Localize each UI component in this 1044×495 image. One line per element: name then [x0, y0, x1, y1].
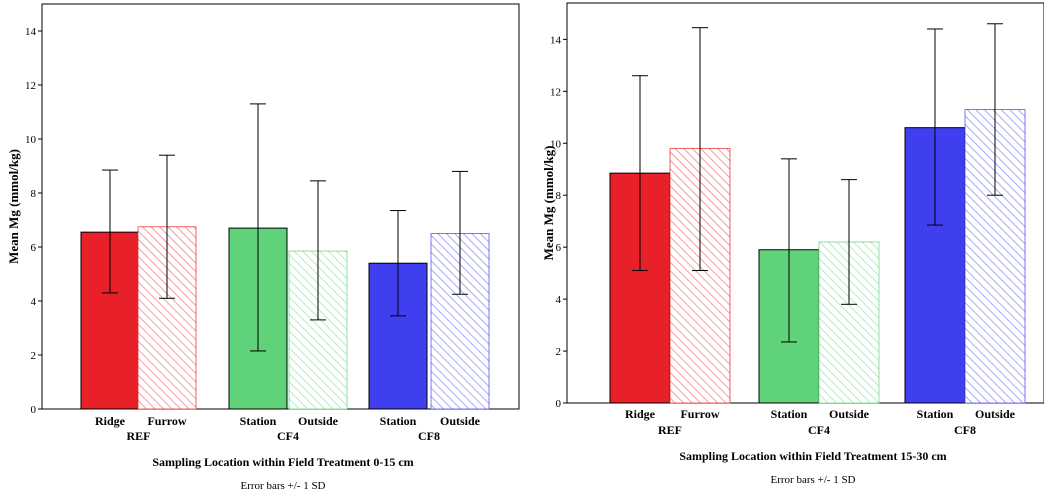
category-label: Outside [440, 414, 481, 428]
category-label: Ridge [95, 414, 126, 428]
error-bar-ref-furrow [159, 154, 175, 299]
y-tick-label: 12 [550, 86, 561, 98]
error-bar-cf4-outside [841, 179, 857, 305]
chart-left: 0 2 4 6 8 10 12 14 Mean Mg (mmol/kg) Ridge FurrowR… [6, 3, 520, 492]
y-tick-label: 2 [31, 350, 37, 362]
y-tick-label: 0 [556, 398, 562, 410]
category-label: Ridge [625, 407, 656, 421]
error-bar-cf8-outside [452, 170, 468, 295]
y-tick-label: 2 [556, 346, 562, 358]
y-tick-label: 10 [550, 138, 562, 150]
error-bar-ref-ridge [102, 169, 118, 294]
category-label: Station [240, 414, 277, 428]
category-label: Outside [298, 414, 339, 428]
y-tick-label: 14 [25, 26, 37, 38]
y-tick-label: 6 [556, 242, 562, 254]
y-tick-label: 4 [31, 296, 37, 308]
group-label: REF [658, 423, 682, 437]
group-label: REF [127, 429, 151, 443]
error-bar-cf8-station [927, 28, 943, 226]
category-label: Station [380, 414, 417, 428]
x-axis-label: Sampling Location within Field Treatment… [679, 449, 946, 463]
group-label: CF8 [954, 423, 976, 437]
y-tick-label: 12 [25, 80, 36, 92]
error-bar-cf4-station [781, 158, 797, 343]
error-bar-ref-furrow [692, 27, 708, 272]
y-tick-label: 14 [550, 34, 562, 46]
category-label: Outside [829, 407, 870, 421]
category-label: Furrow [147, 414, 186, 428]
group-label: CF8 [418, 429, 440, 443]
category-label: Furrow [680, 407, 719, 421]
group-label: CF4 [277, 429, 299, 443]
x-axis-label: Sampling Location within Field Treatment… [152, 455, 413, 469]
error-bar-cf4-station [250, 103, 266, 352]
y-tick-label: 8 [31, 188, 37, 200]
y-tick-label: 0 [31, 404, 37, 416]
chart-right: 0 2 4 6 8 10 12 14 Mean Mg (mmol/kg) Ridge Furrow R… [541, 2, 1044, 486]
error-bar-ref-ridge [632, 75, 648, 272]
y-axis-label: Mean Mg (mmol/kg) [6, 149, 21, 264]
group-label: CF4 [808, 423, 830, 437]
y-tick-label: 6 [31, 242, 37, 254]
y-axis-label: Mean Mg (mmol/kg) [541, 146, 556, 261]
error-bar-note: Error bars +/- 1 SD [240, 480, 325, 492]
y-tick-label: 4 [556, 294, 562, 306]
error-bar-note: Error bars +/- 1 SD [770, 474, 855, 486]
category-label: Outside [975, 407, 1016, 421]
error-bar-cf8-outside [987, 23, 1003, 196]
y-tick-label: 8 [556, 190, 562, 202]
error-bar-cf4-outside [310, 180, 326, 321]
error-bar-cf8-station [390, 210, 406, 317]
category-label: Station [771, 407, 808, 421]
category-label: Station [917, 407, 954, 421]
y-tick-label: 10 [25, 134, 37, 146]
